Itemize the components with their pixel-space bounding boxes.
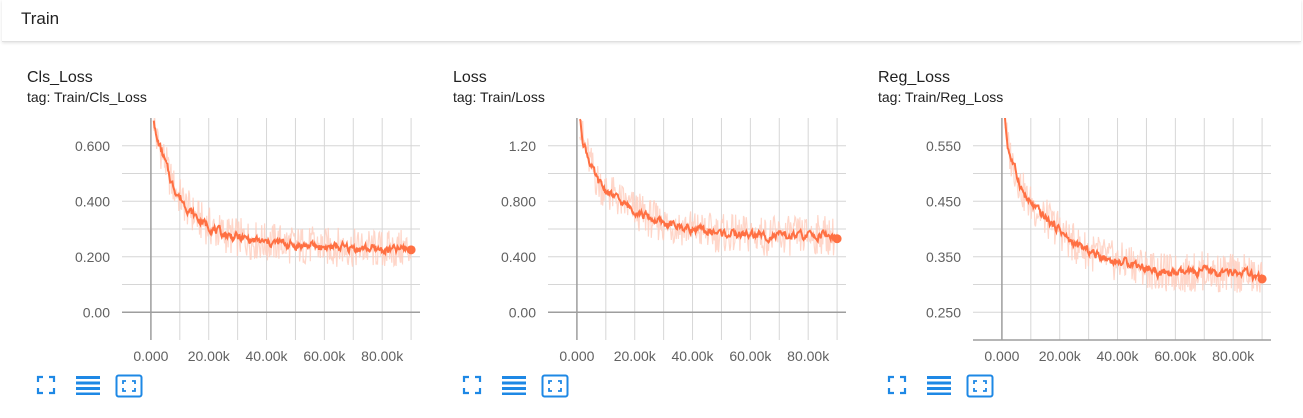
fit-domain-button[interactable] (461, 374, 489, 400)
y-tick-label: 0.200 (75, 249, 110, 265)
x-tick-label: 0.000 (133, 348, 168, 364)
series-line (152, 120, 413, 257)
fullscreen-icon (115, 374, 143, 398)
y-tick-label: 0.00 (509, 304, 536, 320)
x-tick-label: 80.00k (361, 348, 404, 364)
log-scale-icon (502, 376, 526, 395)
raw-series-line (153, 118, 412, 268)
series-line (1004, 118, 1264, 283)
chart-tag: tag: Train/Cls_Loss (27, 89, 147, 105)
x-tick-label: 40.00k (246, 348, 289, 364)
x-tick-label: 0.000 (984, 348, 1019, 364)
y-tick-label: 0.350 (926, 249, 961, 265)
chart-title: Cls_Loss (27, 69, 93, 86)
x-tick-label: 60.00k (303, 348, 346, 364)
y-tick-label: 0.400 (75, 193, 110, 209)
section-title: Train (21, 9, 60, 28)
y-tick-label: 0.800 (501, 193, 536, 209)
x-tick-label: 60.00k (1154, 348, 1197, 364)
x-tick-label: 0.000 (559, 348, 594, 364)
x-tick-label: 60.00k (729, 348, 772, 364)
chart-card-loss: Loss tag: Train/Loss 0.000 20.00k 40.00k 60… (426, 60, 846, 410)
log-scale-icon (927, 376, 951, 395)
fullscreen-button[interactable] (541, 374, 569, 400)
chart-plot[interactable]: 0.000 20.00k 40.00k 60.00k 80.00k 0.250 0.350 0… (851, 60, 1271, 370)
fit-domain-icon (462, 375, 482, 395)
y-tick-label: 0.600 (75, 138, 110, 154)
y-tick-label: 1.20 (509, 138, 536, 154)
log-scale-icon (76, 376, 100, 395)
fullscreen-icon (541, 374, 569, 398)
series-end-point (832, 234, 842, 244)
series-end-point (406, 245, 416, 255)
chart-card-reg-loss: Reg_Loss tag: Train/Reg_Loss 0.000 20.00k… (851, 60, 1271, 410)
chart-title: Reg_Loss (878, 69, 951, 86)
y-tick-label: 0.400 (501, 249, 536, 265)
fit-domain-icon (36, 375, 56, 395)
fit-domain-button[interactable] (886, 374, 914, 400)
x-tick-label: 20.00k (1039, 348, 1082, 364)
chart-card-cls-loss: Cls_Loss tag: Train/Cls_Loss 0.000 20.00k… (0, 60, 420, 410)
log-scale-button[interactable] (926, 374, 954, 400)
chart-tag: tag: Train/Reg_Loss (878, 89, 1004, 105)
chart-title: Loss (453, 69, 487, 86)
raw-series-line (579, 120, 838, 256)
y-tick-label: 0.250 (926, 304, 961, 320)
series-line (578, 118, 839, 244)
section-header[interactable]: Train (2, 0, 1301, 42)
y-tick-label: 0.550 (926, 138, 961, 154)
fullscreen-button[interactable] (115, 374, 143, 400)
series-end-point (1257, 274, 1267, 284)
x-tick-label: 20.00k (188, 348, 231, 364)
chart-plot[interactable]: 0.000 20.00k 40.00k 60.00k 80.00k 0.00 0.200 0.… (0, 60, 420, 370)
log-scale-button[interactable] (501, 374, 529, 400)
log-scale-button[interactable] (75, 374, 103, 400)
raw-series-line (1004, 122, 1263, 293)
fit-domain-icon (887, 375, 907, 395)
chart-tag: tag: Train/Loss (453, 89, 545, 105)
x-tick-label: 40.00k (1097, 348, 1140, 364)
y-tick-label: 0.450 (926, 193, 961, 209)
fit-domain-button[interactable] (35, 374, 63, 400)
fullscreen-button[interactable] (966, 374, 994, 400)
fullscreen-icon (966, 374, 994, 398)
y-tick-label: 0.00 (83, 304, 110, 320)
x-tick-label: 40.00k (672, 348, 715, 364)
x-tick-label: 80.00k (1212, 348, 1255, 364)
x-tick-label: 20.00k (614, 348, 657, 364)
chart-plot[interactable]: 0.000 20.00k 40.00k 60.00k 80.00k 0.00 0.400 0.… (426, 60, 846, 370)
x-tick-label: 80.00k (787, 348, 830, 364)
